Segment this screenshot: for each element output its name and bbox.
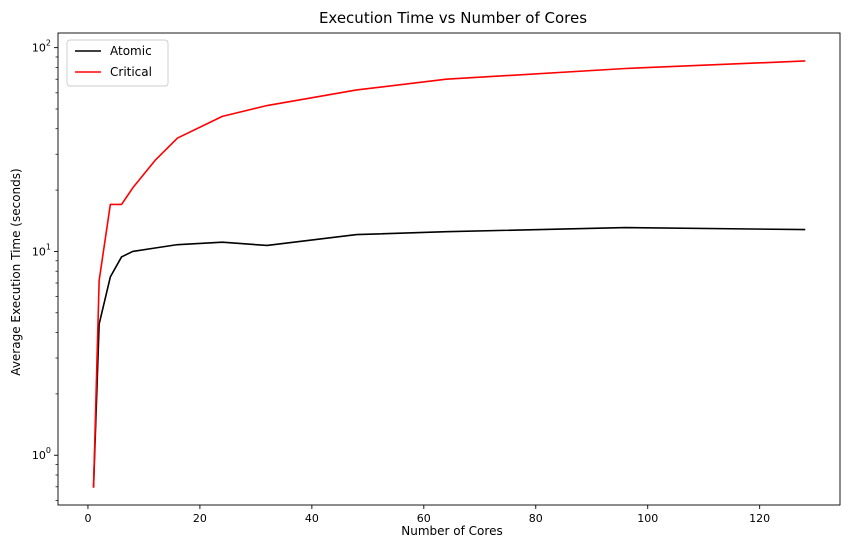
x-tick-label: 120 [749,512,770,525]
legend-label-critical: Critical [110,65,152,79]
x-tick-label: 60 [417,512,431,525]
x-tick-label: 100 [637,512,658,525]
x-tick-label: 20 [193,512,207,525]
y-tick-label-base: 10 [32,449,46,462]
y-tick-label-exponent: 0 [46,446,51,455]
y-tick-label-base: 10 [32,245,46,258]
y-tick-label: 102 [32,39,51,55]
y-axis-label: Average Execution Time (seconds) [9,168,23,375]
x-tick-label: 40 [305,512,319,525]
series-line-atomic [92,226,806,488]
y-tick-label-base: 10 [32,42,46,55]
axes-frame [57,32,841,506]
y-tick-label-exponent: 1 [46,242,51,251]
x-axis-label: Number of Cores [401,524,502,538]
x-tick-label: 80 [529,512,543,525]
legend-label-atomic: Atomic [110,44,152,58]
y-tick-label-exponent: 2 [46,39,51,48]
chart-title: Execution Time vs Number of Cores [319,9,587,27]
y-tick-label: 100 [32,446,51,462]
legend: Atomic Critical [66,39,169,87]
y-tick-label: 101 [32,242,51,258]
series-line-critical [92,60,806,488]
x-tick-label: 0 [84,512,91,525]
